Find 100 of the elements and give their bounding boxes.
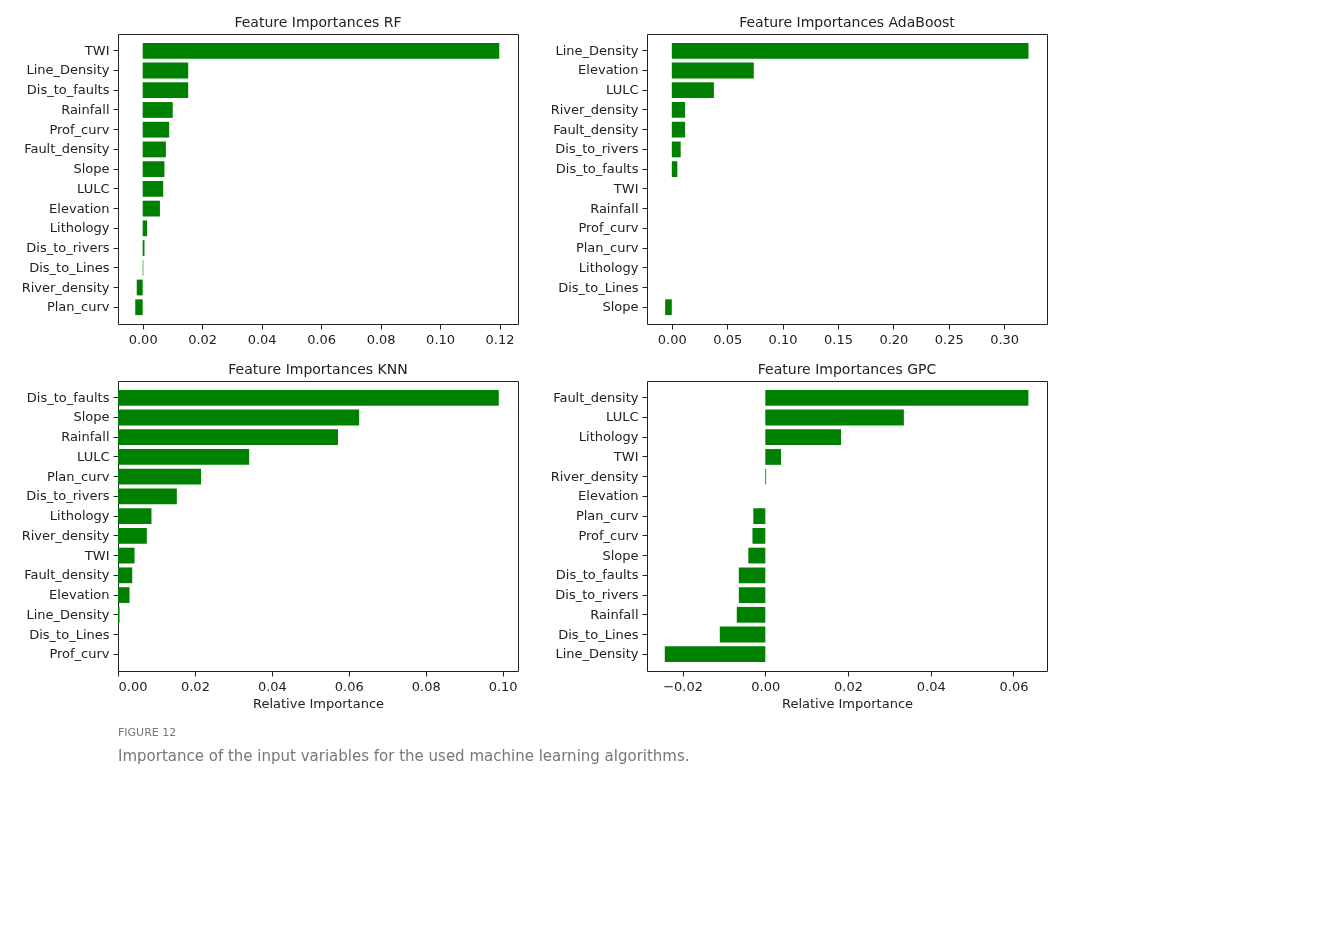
y-tick-label: Slope xyxy=(73,161,110,177)
y-tick-label: Dis_to_faults xyxy=(26,389,110,405)
x-tick-label: 0.05 xyxy=(713,331,743,347)
bar xyxy=(765,409,904,426)
chart-title: Feature Importances KNN xyxy=(228,361,408,377)
bar xyxy=(118,449,250,465)
bar xyxy=(765,389,1029,406)
bar xyxy=(142,141,166,158)
x-tick-label: 0.04 xyxy=(247,331,277,347)
x-tick-label: 0.00 xyxy=(657,331,687,347)
y-tick-label: Prof_curv xyxy=(578,527,639,543)
bar xyxy=(118,567,133,584)
x-tick-label: 0.06 xyxy=(999,678,1029,694)
x-tick-label: 0.10 xyxy=(768,331,798,347)
bar xyxy=(738,567,766,584)
bar xyxy=(765,429,841,446)
bar xyxy=(753,508,766,525)
y-tick-label: Prof_curv xyxy=(49,121,110,137)
y-tick-label: Elevation xyxy=(578,62,639,78)
bar xyxy=(142,180,164,197)
bar xyxy=(118,488,177,505)
bar xyxy=(738,587,766,603)
y-tick-label: Rainfall xyxy=(61,101,110,117)
y-tick-label: Dis_to_Lines xyxy=(558,279,639,295)
bar xyxy=(118,468,202,485)
y-tick-label: Lithology xyxy=(49,508,110,524)
y-tick-label: River_density xyxy=(21,527,110,543)
y-tick-label: Elevation xyxy=(49,200,110,216)
bar xyxy=(142,42,500,59)
bar xyxy=(118,409,360,426)
y-tick-label: TWI xyxy=(83,547,110,563)
bar xyxy=(118,429,338,446)
bar xyxy=(671,82,714,99)
y-tick-label: LULC xyxy=(77,448,110,464)
bar xyxy=(142,220,148,237)
chart-title: Feature Importances AdaBoost xyxy=(739,14,956,30)
y-tick-label: Fault_density xyxy=(553,121,639,137)
y-tick-label: Lithology xyxy=(49,220,110,236)
bar xyxy=(671,141,681,158)
bar xyxy=(748,547,766,564)
bar xyxy=(671,121,686,138)
y-tick-label: Slope xyxy=(602,299,639,315)
bar xyxy=(142,102,173,118)
y-tick-label: Dis_to_Lines xyxy=(29,626,110,642)
chart-title: Feature Importances GPC xyxy=(757,361,937,377)
x-tick-label: 0.30 xyxy=(990,331,1020,347)
y-tick-label: River_density xyxy=(21,279,110,295)
x-tick-label: 0.12 xyxy=(485,331,515,347)
y-tick-label: Dis_to_rivers xyxy=(555,587,639,603)
chart-title: Feature Importances RF xyxy=(234,14,402,30)
y-tick-label: Fault_density xyxy=(24,567,110,583)
y-tick-label: Rainfall xyxy=(590,606,639,622)
y-tick-label: Slope xyxy=(602,547,639,563)
y-tick-label: Plan_curv xyxy=(575,240,639,256)
x-tick-label: 0.08 xyxy=(411,678,441,694)
y-tick-label: LULC xyxy=(77,180,110,196)
x-tick-label: 0.04 xyxy=(257,678,287,694)
y-tick-label: Prof_curv xyxy=(49,646,110,662)
y-tick-label: Dis_to_rivers xyxy=(555,141,639,157)
y-tick-label: Prof_curv xyxy=(578,220,639,236)
y-tick-label: Line_Density xyxy=(555,42,639,58)
y-tick-label: Elevation xyxy=(578,488,639,504)
bar xyxy=(671,102,686,118)
y-tick-label: Line_Density xyxy=(26,606,110,622)
bar xyxy=(135,299,143,316)
caption: FIGURE 12 xyxy=(118,726,177,739)
bar xyxy=(671,161,678,178)
bar xyxy=(118,508,152,525)
bar xyxy=(142,82,189,99)
y-tick-label: Plan_curv xyxy=(575,508,639,524)
x-tick-label: 0.15 xyxy=(824,331,853,347)
bar xyxy=(118,587,130,603)
x-tick-label: 0.00 xyxy=(118,678,148,694)
y-tick-label: Dis_to_rivers xyxy=(26,240,110,256)
x-tick-label: 0.00 xyxy=(751,678,781,694)
y-tick-label: Lithology xyxy=(578,259,639,275)
bar xyxy=(765,449,782,465)
y-tick-label: Line_Density xyxy=(26,62,110,78)
bar xyxy=(118,547,135,564)
y-tick-label: Dis_to_rivers xyxy=(26,488,110,504)
x-tick-label: 0.25 xyxy=(934,331,964,347)
bar xyxy=(142,161,165,178)
y-tick-label: Dis_to_faults xyxy=(26,82,110,98)
y-tick-label: Plan_curv xyxy=(46,468,110,484)
y-tick-label: LULC xyxy=(606,82,639,98)
bar xyxy=(136,279,143,296)
x-tick-label: 0.02 xyxy=(180,678,210,694)
y-tick-label: Plan_curv xyxy=(46,299,110,315)
y-tick-label: LULC xyxy=(606,409,639,425)
bar xyxy=(671,62,754,79)
bar xyxy=(736,606,766,623)
x-tick-label: 0.02 xyxy=(834,678,864,694)
x-tick-label: 0.10 xyxy=(426,331,456,347)
y-tick-label: Fault_density xyxy=(24,141,110,157)
y-tick-label: Dis_to_faults xyxy=(555,161,639,177)
bar xyxy=(142,62,189,79)
y-tick-label: Rainfall xyxy=(590,200,639,216)
y-tick-label: Dis_to_Lines xyxy=(558,626,639,642)
x-tick-label: 0.20 xyxy=(879,331,909,347)
x-tick-label: −0.02 xyxy=(663,678,703,694)
